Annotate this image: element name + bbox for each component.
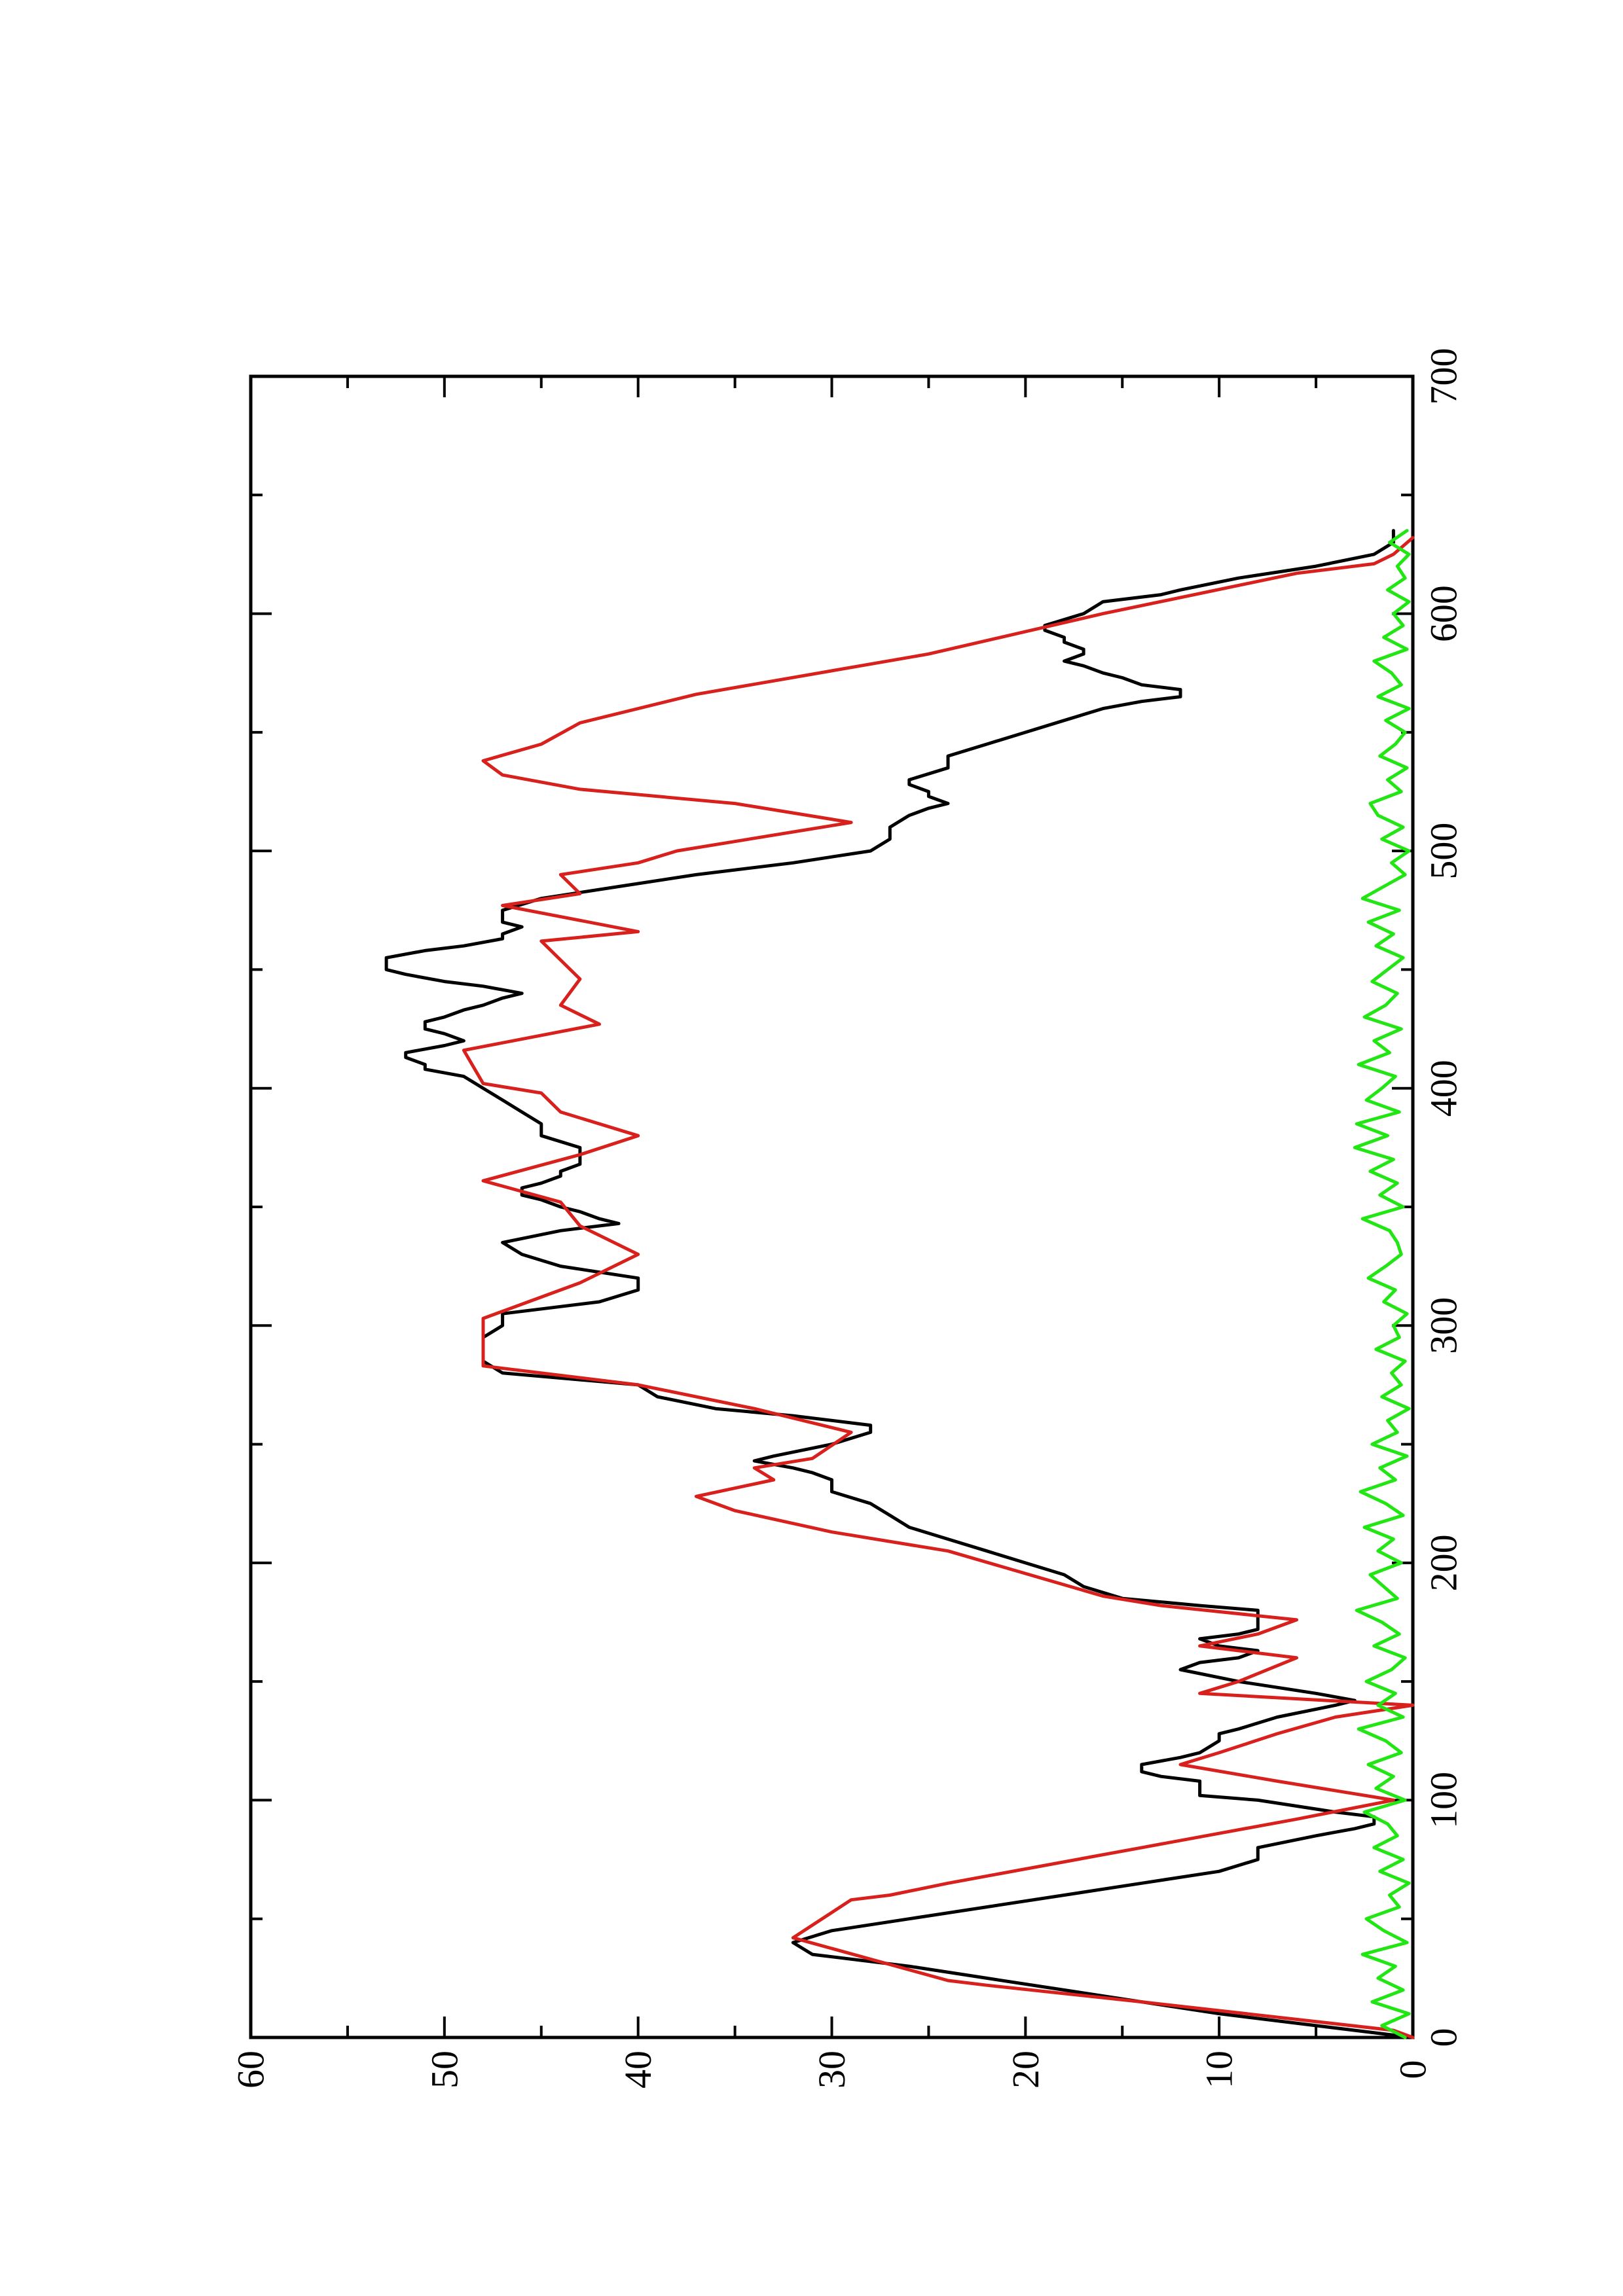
x-tick-label-1: 100 [1423, 1772, 1465, 1829]
y-tick-label-4: 40 [617, 2051, 659, 2089]
x-tick-label-7: 700 [1423, 348, 1465, 405]
ticks [249, 375, 1414, 2039]
x-tick-label-0: 0 [1423, 2028, 1465, 2047]
y-tick-label-6: 60 [230, 2051, 272, 2089]
x-tick-label-3: 300 [1423, 1297, 1465, 1354]
series-group [384, 529, 1415, 2039]
x-tick-labels: 0 100 200 300 400 500 600 700 [1423, 348, 1465, 2047]
x-tick-label-5: 500 [1423, 823, 1465, 880]
y-tick-label-3: 30 [811, 2051, 853, 2089]
y-tick-label-1: 10 [1198, 2051, 1241, 2089]
series-line-0 [384, 529, 1415, 2039]
series-line-1 [462, 536, 1415, 2039]
y-tick-label-5: 50 [423, 2051, 465, 2089]
chart-frame [249, 374, 1415, 2039]
x-tick-label-2: 200 [1423, 1534, 1465, 1591]
x-tick-label-4: 400 [1423, 1060, 1465, 1117]
y-tick-label-0: 0 [1392, 2060, 1434, 2079]
x-tick-label-6: 600 [1423, 585, 1465, 642]
y-tick-labels: 0 10 20 30 40 50 60 [230, 2051, 1434, 2089]
series-line-2 [1353, 529, 1411, 2039]
y-tick-label-2: 20 [1004, 2051, 1047, 2089]
